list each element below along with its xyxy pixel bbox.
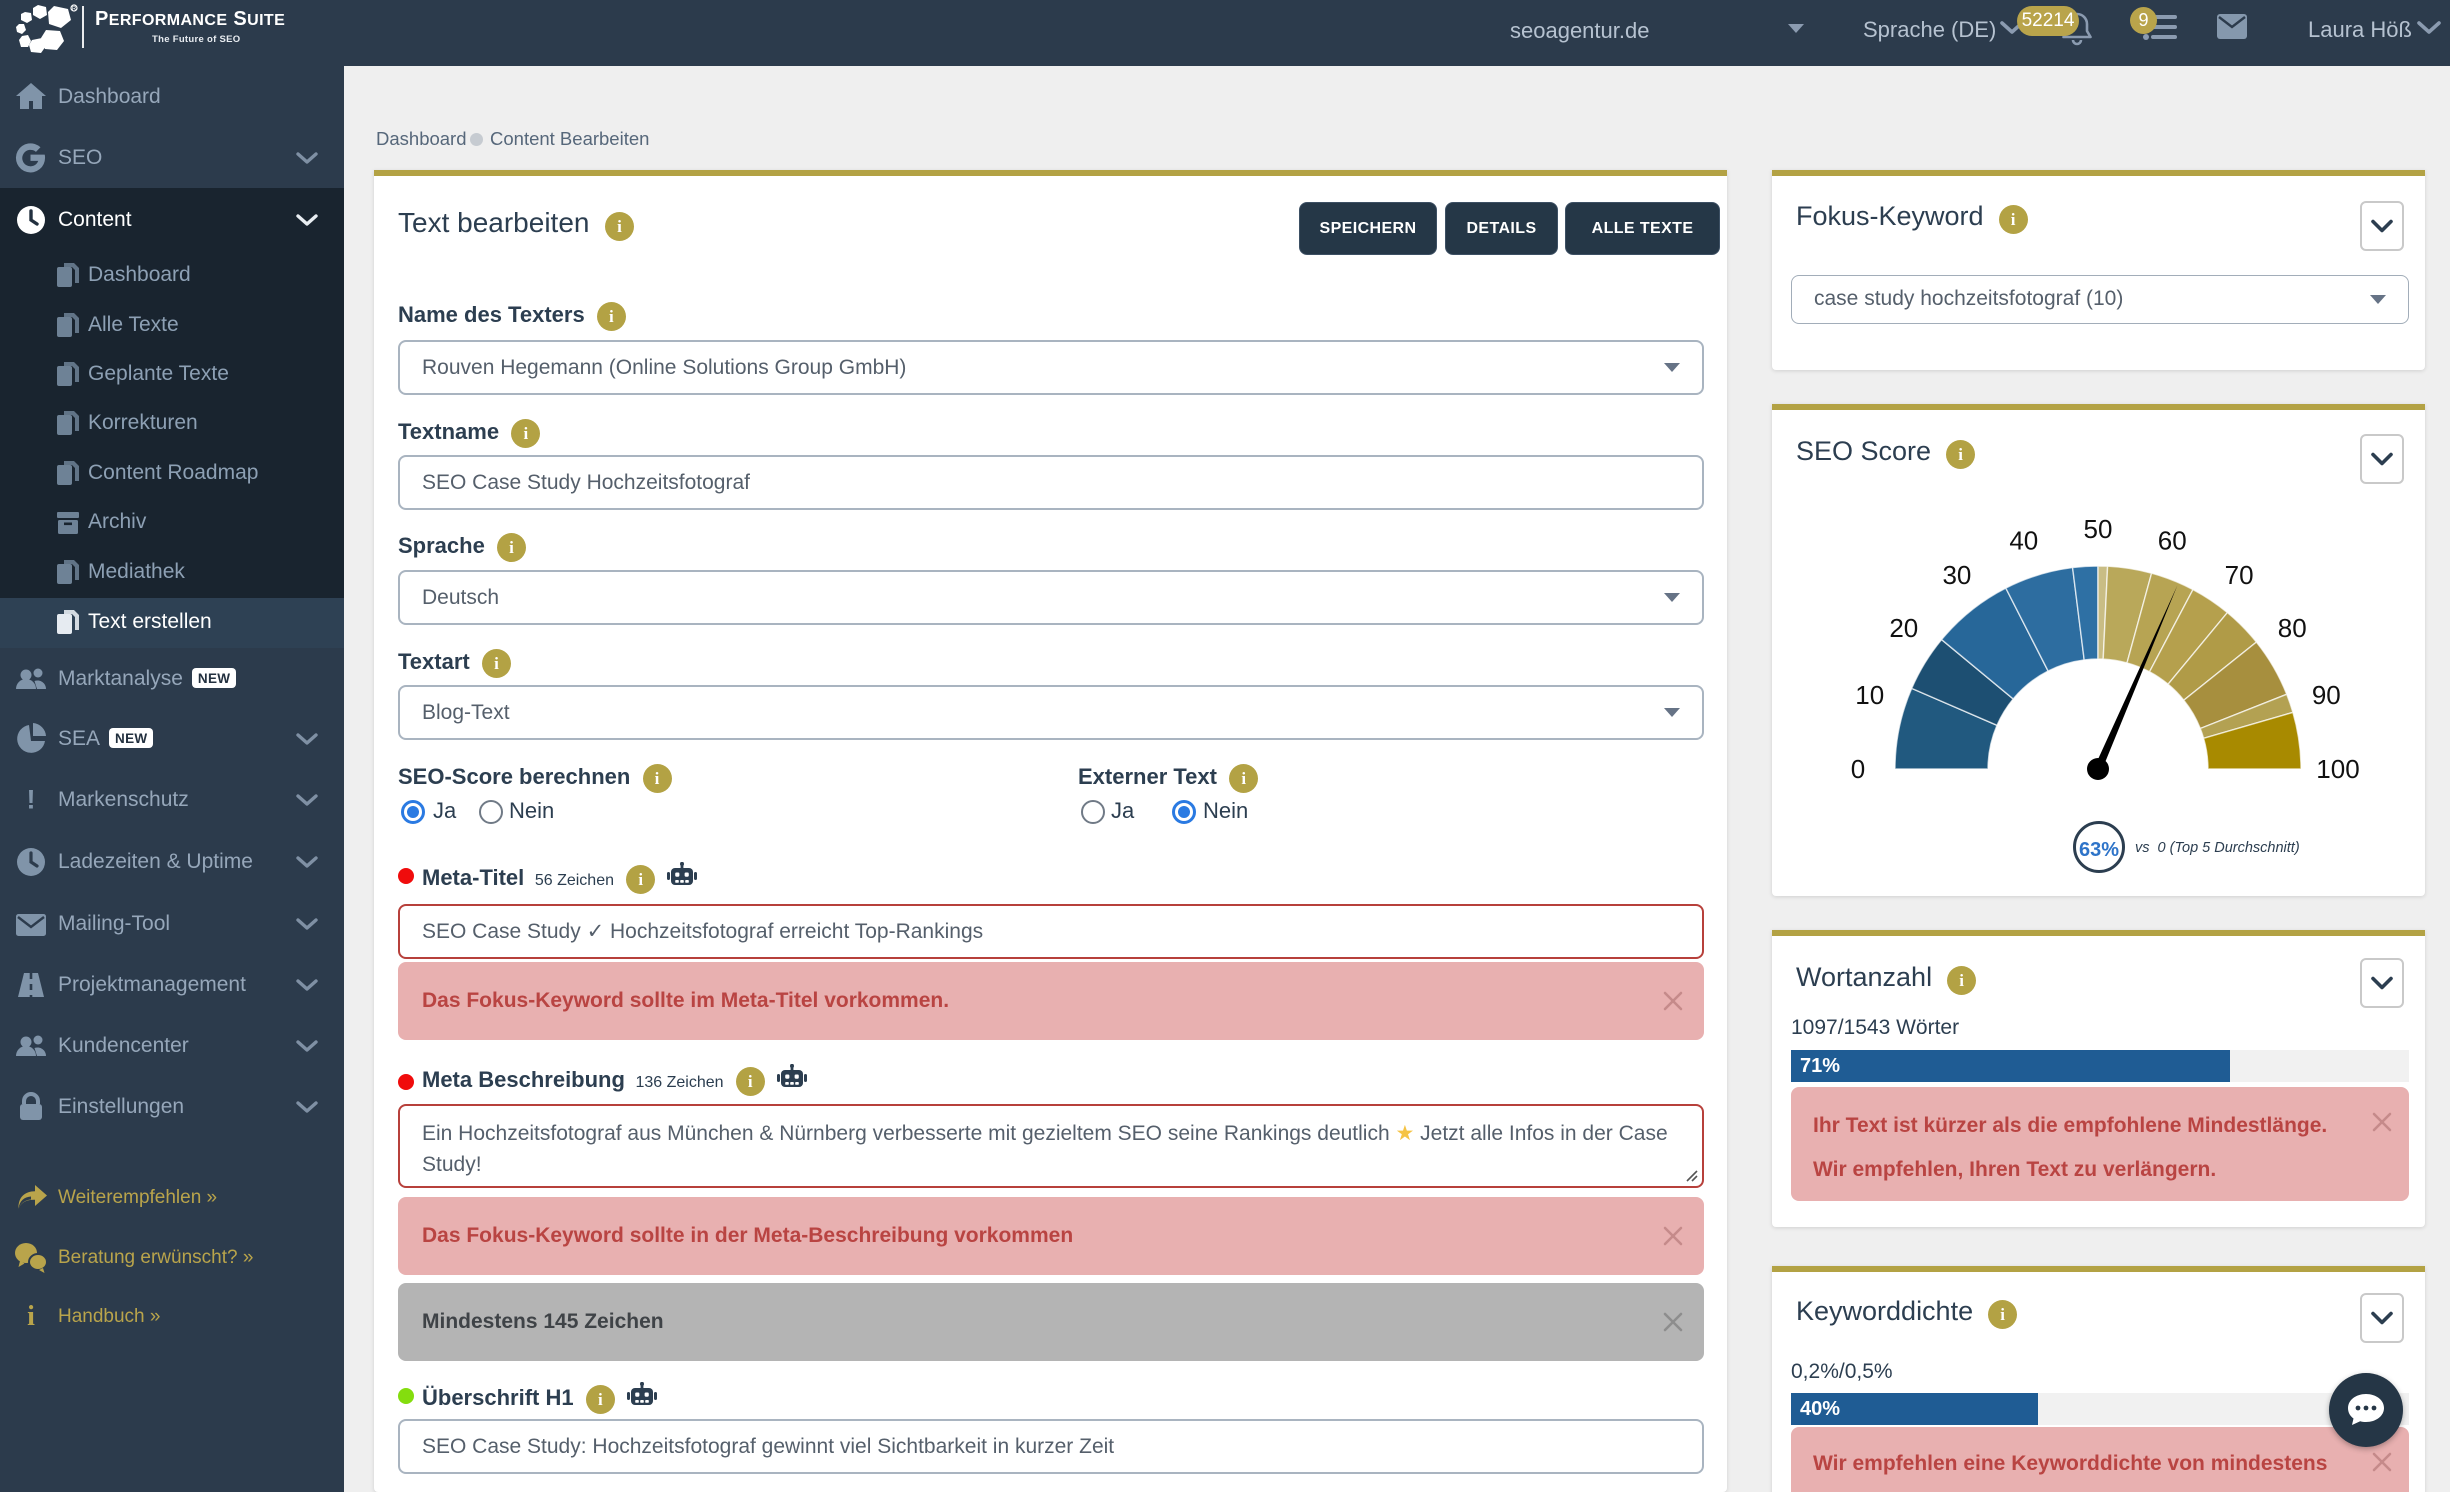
svg-text:20: 20 (1889, 613, 1918, 643)
svg-text:0: 0 (1851, 754, 1865, 784)
svg-text:80: 80 (2278, 613, 2307, 643)
svg-text:70: 70 (2225, 560, 2254, 590)
svg-text:50: 50 (2084, 514, 2113, 544)
svg-text:10: 10 (1855, 680, 1884, 710)
svg-text:R: R (72, 7, 77, 13)
svg-text:90: 90 (2312, 680, 2341, 710)
svg-text:60: 60 (2158, 526, 2187, 556)
svg-text:40: 40 (2009, 526, 2038, 556)
svg-text:100: 100 (2316, 754, 2359, 784)
svg-text:30: 30 (1942, 560, 1971, 590)
